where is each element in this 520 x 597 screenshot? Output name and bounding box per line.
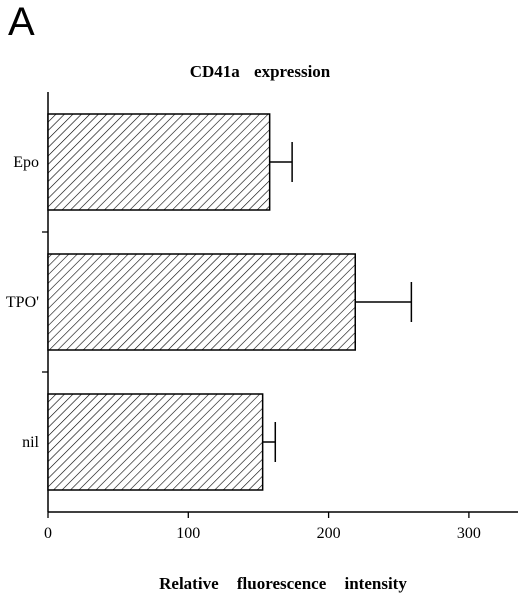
- x-tick-label: 300: [457, 525, 481, 542]
- x-axis-label: Relative fluorescence intensity: [159, 574, 407, 593]
- bars-group: [47, 113, 413, 491]
- x-tick-label: 100: [176, 525, 200, 542]
- x-tick-label: 0: [44, 525, 52, 542]
- bar-epo: [47, 113, 271, 211]
- panel-letter: A: [8, 0, 35, 44]
- y-category-label: Epo: [13, 154, 39, 171]
- y-category-label: nil: [22, 434, 39, 451]
- chart-title: CD41a expression: [189, 62, 331, 81]
- bar-tpo: [47, 253, 357, 351]
- y-category-label: TPO': [6, 294, 39, 311]
- bar-nil: [47, 393, 264, 491]
- x-tick-label: 200: [317, 525, 341, 542]
